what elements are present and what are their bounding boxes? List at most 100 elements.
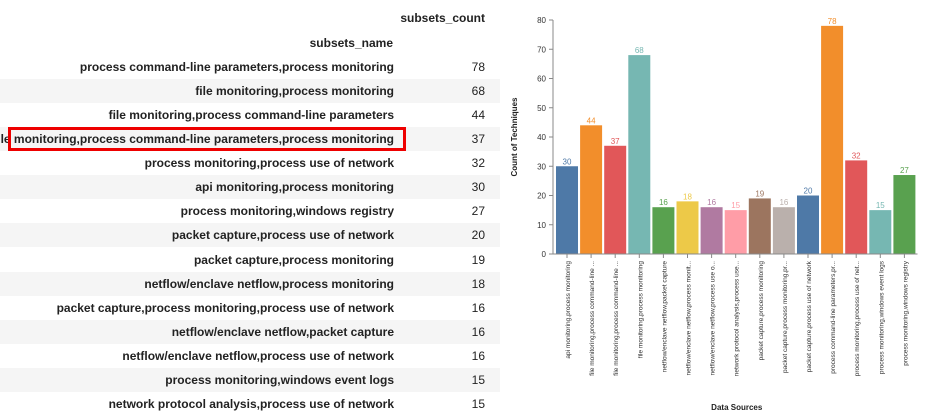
subset-name: process monitoring,windows event logs	[165, 372, 394, 387]
x-tick-label: file monitoring,process command-line ...	[589, 261, 596, 376]
subset-name: netflow/enclave netflow,process use of n…	[122, 348, 394, 363]
subset-count: 37	[471, 132, 485, 147]
subset-count: 18	[471, 276, 485, 291]
subset-name: netflow/enclave netflow,packet capture	[171, 324, 394, 339]
y-tick-label: 0	[542, 250, 547, 259]
table-row[interactable]: packet capture,process use of network 20	[0, 223, 500, 248]
bar-value-label: 27	[900, 166, 909, 175]
table-row[interactable]: netflow/enclave netflow,packet capture 16	[0, 319, 500, 344]
bar[interactable]	[556, 166, 578, 254]
table-row[interactable]: api monitoring,process monitoring 30	[0, 175, 500, 200]
subset-count: 15	[471, 396, 485, 411]
y-tick-label: 10	[537, 221, 546, 230]
x-tick-label: process monitoring,windows event logs	[878, 260, 885, 374]
subset-count: 68	[471, 84, 485, 99]
bar[interactable]	[700, 207, 723, 254]
x-tick-label: file monitoring,process command-line ...	[613, 261, 620, 376]
table-row[interactable]: netflow/enclave netflow,process use of n…	[0, 344, 500, 368]
subset-name: packet capture,process monitoring	[193, 252, 394, 267]
y-tick-label: 50	[537, 104, 546, 113]
y-tick-label: 20	[537, 192, 546, 201]
bar[interactable]	[676, 201, 699, 254]
subset-count: 20	[471, 228, 485, 243]
subset-name: packet capture,process monitoring,proces…	[56, 300, 394, 315]
bar-value-label: 20	[804, 187, 813, 196]
bar-chart: 0 10 20 30 40 50 60 70 80 Count of Techniques 30 ap…	[510, 16, 918, 412]
table-row[interactable]: file monitoring,process command-line par…	[0, 127, 500, 152]
subset-count: 19	[471, 252, 485, 267]
subset-count: 44	[471, 108, 485, 123]
subset-count: 30	[471, 180, 485, 195]
subset-count: 16	[471, 324, 485, 339]
subset-count: 27	[471, 204, 485, 219]
table-row[interactable]: process command-line parameters,process …	[0, 55, 500, 79]
x-tick-label: packet capture,process monitoring	[758, 261, 765, 361]
highlight-box	[8, 127, 406, 151]
x-tick-label: file monitoring,process monitoring	[637, 261, 644, 359]
bar[interactable]	[604, 145, 627, 254]
bar-value-label: 19	[755, 189, 764, 198]
subset-name: api monitoring,process monitoring	[195, 180, 394, 195]
y-tick-label: 70	[537, 45, 546, 54]
table-row[interactable]: file monitoring,process monitoring 68	[0, 79, 500, 104]
y-tick-label: 30	[537, 162, 546, 171]
subsets-table: subsets_count subsets_name process comma…	[0, 11, 500, 416]
bar[interactable]	[845, 160, 868, 254]
subset-name: process monitoring,process use of networ…	[144, 156, 394, 171]
x-tick-label: netflow/enclave netflow,process use o...	[710, 261, 717, 376]
table-row[interactable]: packet capture,process monitoring 19	[0, 248, 500, 272]
x-tick-label: netflow/enclave netflow,packet capture	[661, 261, 668, 373]
bar-value-label: 16	[779, 198, 788, 207]
subset-name: file monitoring,process command-line par…	[108, 108, 394, 123]
bar[interactable]	[893, 175, 916, 254]
subset-count: 78	[471, 60, 485, 74]
bar-value-label: 15	[731, 201, 740, 210]
table-row[interactable]: netflow/enclave netflow,process monitori…	[0, 271, 500, 296]
subset-name: file monitoring,process monitoring	[195, 84, 394, 99]
bar[interactable]	[748, 198, 771, 254]
table-row[interactable]: file monitoring,process command-line par…	[0, 103, 500, 127]
x-tick-label: process monitoring,process use of net...	[854, 261, 861, 376]
x-axis-title: Data Sources	[711, 403, 763, 412]
bar[interactable]	[869, 210, 892, 254]
x-tick-label: packet capture,process monitoring,pr...	[782, 261, 789, 373]
y-axis-title: Count of Techniques	[510, 97, 519, 177]
bar-value-label: 78	[828, 17, 837, 26]
x-tick-label: packet capture,process use of network	[806, 260, 813, 372]
y-tick-label: 40	[537, 133, 546, 142]
bar-value-label: 18	[683, 192, 692, 201]
count-column-header[interactable]: subsets_count	[400, 11, 485, 25]
table-row[interactable]: process monitoring,windows event logs 15	[0, 367, 500, 392]
x-tick-label: process command-line parameters,pr...	[830, 261, 837, 374]
bar-value-label: 68	[635, 46, 644, 55]
bar-value-label: 32	[852, 151, 861, 160]
table-row[interactable]: network protocol analysis,process use of…	[0, 392, 500, 416]
bar-value-label: 37	[611, 137, 620, 146]
subset-count: 16	[471, 300, 485, 315]
subset-name: packet capture,process use of network	[171, 228, 394, 243]
name-column-header[interactable]: subsets_name	[309, 36, 393, 50]
subset-name: netflow/enclave netflow,process monitori…	[144, 276, 394, 291]
x-tick-label: netflow/enclave netflow,process monit...	[686, 261, 693, 376]
subset-name: file monitoring,process command-line par…	[0, 132, 394, 147]
bar[interactable]	[797, 195, 819, 255]
bar-value-label: 16	[659, 198, 668, 207]
table-row[interactable]: process monitoring,process use of networ…	[0, 151, 500, 175]
subset-count: 15	[471, 372, 485, 387]
table-row[interactable]: packet capture,process monitoring,proces…	[0, 296, 500, 320]
table-row[interactable]: process monitoring,windows registry 27	[0, 199, 500, 223]
subset-name: network protocol analysis,process use of…	[108, 396, 394, 411]
bar[interactable]	[628, 55, 651, 254]
bar[interactable]	[652, 207, 675, 254]
subset-name: process monitoring,windows registry	[180, 204, 394, 219]
x-tick-label: process monitoring,windows registry	[902, 260, 909, 366]
bar-value-label: 16	[707, 198, 716, 207]
bar[interactable]	[821, 25, 844, 254]
x-tick-label: network protocol analysis,process use...	[734, 261, 741, 376]
bar[interactable]	[580, 125, 603, 254]
subset-count: 32	[471, 156, 485, 171]
x-tick-label: api monitoring,process monitoring	[565, 261, 572, 359]
bar[interactable]	[724, 210, 747, 254]
bar-value-label: 44	[587, 116, 596, 125]
bar[interactable]	[772, 207, 795, 254]
